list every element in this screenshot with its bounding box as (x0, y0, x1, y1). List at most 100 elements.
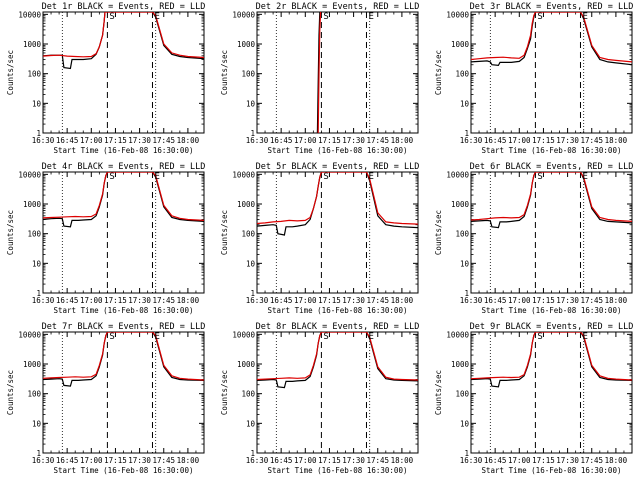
lld-series-line (43, 12, 204, 59)
lld-series-line (43, 332, 204, 381)
x-tick-label: 17:00 (80, 136, 103, 145)
x-axis-label: Start Time (16-Feb-08 16:30:00) (54, 466, 194, 475)
x-tick-label: 16:30 (246, 136, 269, 145)
start-annotation: S (537, 332, 542, 342)
y-tick-label: 100 (27, 230, 41, 239)
end-annotation: E (582, 172, 587, 182)
x-tick-label: 17:00 (508, 296, 531, 305)
plot-frame (470, 171, 633, 294)
x-tick-label: 18:00 (605, 136, 628, 145)
detector-panel-7: Det 7r BLACK = Events, RED = LLD 1 10 100 10… (6, 322, 205, 475)
x-axis-label: Start Time (16-Feb-08 16:30:00) (268, 466, 408, 475)
y-tick-label: 10000 (446, 10, 469, 19)
series-group (316, 12, 322, 133)
series-group (471, 172, 632, 229)
x-tick-label: 17:45 (152, 296, 175, 305)
x-tick-label: 18:00 (391, 456, 414, 465)
detector-panel-9: Det 9r BLACK = Events, RED = LLD 1 10 100 10… (434, 322, 633, 475)
x-tick-label: 16:45 (56, 456, 79, 465)
x-tick-label: 17:15 (532, 136, 555, 145)
plot-frame (256, 331, 419, 454)
panel-title: Det 1r BLACK = Events, RED = LLD (42, 2, 206, 12)
start-annotation: S (537, 172, 542, 182)
y-tick-label: 10000 (446, 330, 469, 339)
x-tick-label: 17:15 (104, 456, 127, 465)
x-tick-label: 17:30 (128, 456, 151, 465)
y-tick-label: 10000 (232, 10, 255, 19)
x-tick-label: 17:00 (294, 136, 317, 145)
y-tick-label: 10000 (18, 170, 41, 179)
series-group (257, 332, 418, 389)
start-annotation: S (109, 172, 114, 182)
y-tick-label: 10 (32, 419, 42, 428)
x-tick-label: 16:45 (56, 296, 79, 305)
panel-title: Det 2r BLACK = Events, RED = LLD (256, 2, 420, 12)
x-tick-label: 17:00 (508, 136, 531, 145)
y-tick-label: 10 (460, 259, 470, 268)
x-tick-label: 17:30 (128, 136, 151, 145)
detector-panel-1: Det 1r BLACK = Events, RED = LLD 1 10 100 10… (6, 2, 205, 155)
y-tick-label: 1000 (237, 200, 256, 209)
y-tick-label: 10 (460, 99, 470, 108)
y-tick-label: 100 (455, 230, 469, 239)
x-tick-label: 17:30 (342, 456, 365, 465)
y-tick-label: 10000 (18, 10, 41, 19)
x-tick-label: 16:45 (270, 456, 293, 465)
x-tick-label: 17:15 (318, 136, 341, 145)
x-tick-label: 16:30 (246, 296, 269, 305)
x-tick-label: 17:00 (294, 456, 317, 465)
detector-panel-2: Det 2r BLACK = Events, RED = LLD 1 10 100 10… (220, 2, 419, 155)
x-tick-label: 16:30 (460, 136, 483, 145)
x-tick-label: 18:00 (177, 136, 200, 145)
y-tick-label: 10000 (18, 330, 41, 339)
series-group (257, 172, 418, 236)
x-tick-label: 16:45 (484, 456, 507, 465)
y-axis-label: Counts/sec (6, 370, 15, 415)
x-tick-label: 16:30 (32, 136, 55, 145)
panel-title: Det 5r BLACK = Events, RED = LLD (256, 162, 420, 172)
x-tick-label: 16:30 (460, 296, 483, 305)
series-group (471, 332, 632, 388)
x-tick-label: 17:00 (508, 456, 531, 465)
y-tick-label: 1000 (23, 200, 42, 209)
x-axis-label: Start Time (16-Feb-08 16:30:00) (482, 306, 622, 315)
y-tick-label: 1 (250, 129, 255, 138)
y-tick-label: 100 (27, 70, 41, 79)
y-axis-label: Counts/sec (6, 50, 15, 95)
x-tick-label: 17:15 (318, 296, 341, 305)
panel-title: Det 4r BLACK = Events, RED = LLD (42, 162, 206, 172)
y-tick-label: 1 (464, 449, 469, 458)
y-tick-label: 10 (246, 419, 256, 428)
x-tick-label: 17:30 (556, 296, 579, 305)
plot-frame (256, 171, 419, 294)
x-tick-label: 17:00 (294, 296, 317, 305)
plot-frame (42, 171, 205, 294)
y-tick-label: 10 (460, 419, 470, 428)
x-tick-label: 16:45 (56, 136, 79, 145)
y-tick-label: 100 (241, 230, 255, 239)
panel-title: Det 7r BLACK = Events, RED = LLD (42, 322, 206, 332)
x-tick-label: 18:00 (391, 296, 414, 305)
panel-title: Det 6r BLACK = Events, RED = LLD (470, 162, 634, 172)
x-tick-label: 17:45 (152, 456, 175, 465)
lld-series-line (471, 332, 632, 381)
events-series-line (316, 12, 321, 133)
detector-panel-4: Det 4r BLACK = Events, RED = LLD 1 10 100 10… (6, 162, 205, 315)
x-tick-label: 18:00 (177, 296, 200, 305)
lld-series-line (257, 332, 418, 381)
x-tick-label: 17:00 (80, 296, 103, 305)
y-axis-label: Counts/sec (220, 370, 229, 415)
y-tick-label: 1000 (451, 360, 470, 369)
x-tick-label: 16:45 (484, 296, 507, 305)
lld-series-line (43, 172, 204, 221)
end-annotation: E (582, 332, 587, 342)
x-tick-label: 16:45 (484, 136, 507, 145)
y-tick-label: 1000 (451, 40, 470, 49)
y-tick-label: 100 (455, 70, 469, 79)
y-tick-label: 1 (250, 449, 255, 458)
y-tick-label: 10000 (446, 170, 469, 179)
y-tick-label: 1000 (451, 200, 470, 209)
y-tick-label: 1 (36, 129, 41, 138)
y-tick-label: 100 (241, 70, 255, 79)
